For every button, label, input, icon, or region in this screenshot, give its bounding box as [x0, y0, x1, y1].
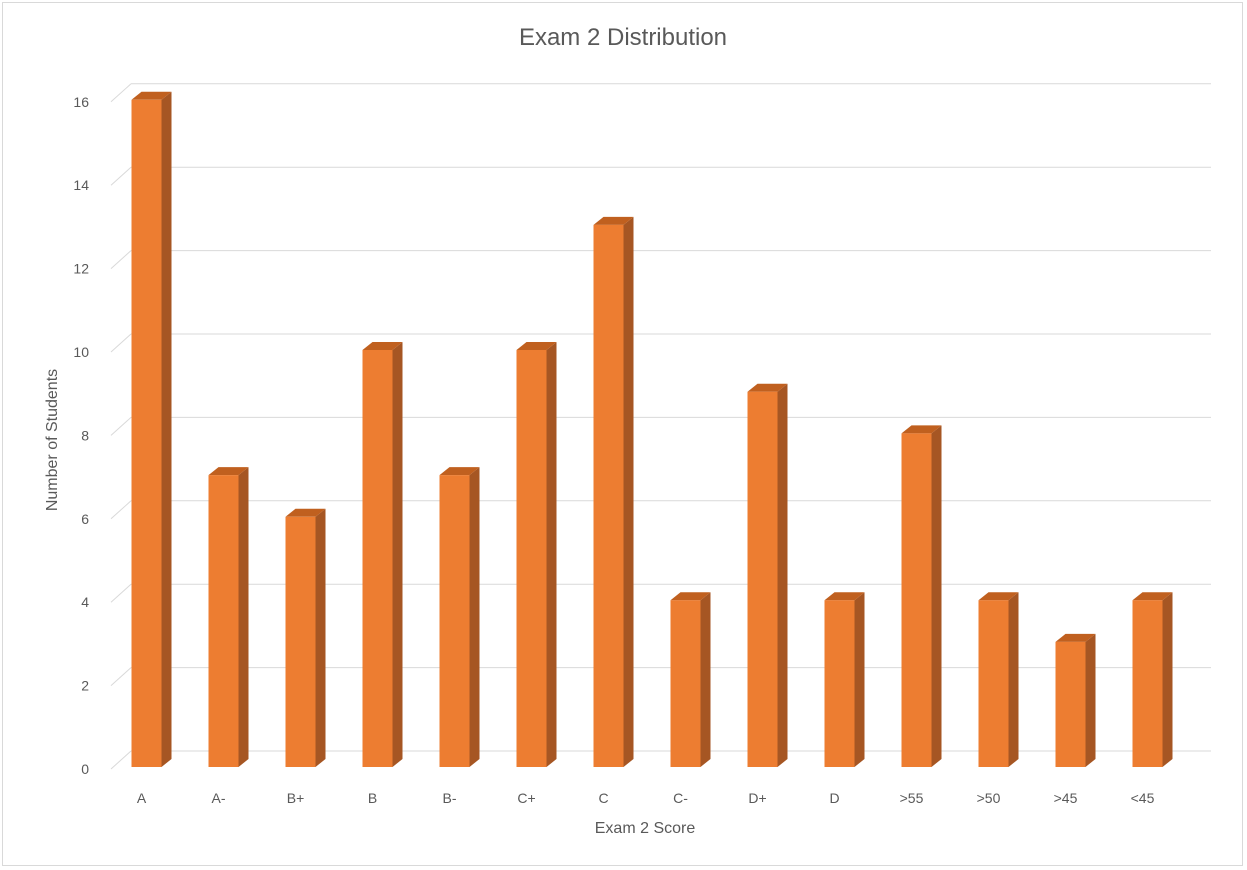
y-tick-label: 4	[81, 594, 89, 610]
bar	[439, 475, 470, 767]
x-tick-label: D+	[748, 790, 766, 806]
bar	[131, 99, 162, 768]
y-tick-label: 2	[81, 678, 89, 694]
bar-side	[854, 592, 865, 767]
bar	[670, 600, 701, 767]
y-tick-label: 10	[73, 344, 89, 360]
x-tick-label: A-	[212, 790, 226, 806]
gridline-connector	[110, 166, 132, 186]
bar-top	[1132, 592, 1173, 601]
y-tick-label: 16	[73, 94, 89, 110]
gridlines	[110, 83, 1211, 770]
bar	[747, 391, 778, 767]
x-tick-label: B+	[287, 790, 305, 806]
bar-top	[901, 425, 942, 434]
y-tick-label: 0	[81, 761, 89, 777]
bar-top	[670, 592, 711, 601]
bar-side	[700, 592, 711, 767]
bar-top	[362, 342, 403, 350]
bar-top	[208, 467, 249, 476]
bar-top	[824, 592, 865, 601]
gridline-connector	[110, 250, 132, 269]
x-tick-label: D	[829, 790, 839, 806]
bar-top	[285, 508, 326, 517]
bar-top	[593, 216, 634, 225]
bar	[516, 350, 547, 767]
bar	[1132, 600, 1163, 767]
bar-top	[978, 592, 1019, 601]
gridline-connector	[110, 83, 132, 103]
bar	[285, 516, 316, 767]
bar	[1055, 641, 1086, 767]
bar	[362, 350, 393, 767]
bar-side	[392, 342, 403, 767]
y-tick-label: 6	[81, 511, 89, 527]
bars	[131, 91, 1173, 768]
bar	[593, 224, 624, 767]
bar-side	[161, 91, 172, 768]
x-tick-label: C-	[673, 790, 688, 806]
bar-chart: Exam 2 Distribution 0 2 4 6 8 10 12 14 16 A A- B+ B…	[44, 24, 1211, 837]
bar-side	[546, 342, 557, 767]
y-axis-title: Number of Students	[44, 369, 61, 511]
bar	[824, 600, 855, 767]
y-tick-label: 14	[73, 177, 89, 193]
bar-side	[469, 467, 480, 767]
x-tick-label: >45	[1054, 790, 1078, 806]
gridline-connector	[110, 333, 132, 353]
gridline-connector	[110, 500, 132, 520]
gridline-connector	[110, 750, 132, 770]
y-tick-label: 12	[73, 261, 89, 277]
x-axis-title: Exam 2 Score	[595, 820, 696, 837]
bar-top	[516, 342, 557, 350]
x-tick-label: C+	[517, 790, 535, 806]
bar-top	[747, 383, 788, 392]
x-tick-label: >50	[977, 790, 1001, 806]
x-tick-label: A	[137, 790, 147, 806]
bar-side	[623, 216, 634, 767]
x-tick-label: C	[598, 790, 608, 806]
bar-side	[931, 425, 942, 767]
bar-side	[315, 508, 326, 767]
y-tick-label: 8	[81, 427, 89, 443]
x-axis-ticks: A A- B+ B B- C+ C C- D+ D >55 >50 >45 <45	[137, 790, 1155, 806]
x-tick-label: >55	[900, 790, 924, 806]
y-axis-ticks: 0 2 4 6 8 10 12 14 16	[73, 94, 89, 777]
gridline-connector	[110, 583, 132, 603]
bar-side	[1085, 633, 1096, 767]
bar-side	[238, 467, 249, 767]
chart-title: Exam 2 Distribution	[519, 24, 727, 51]
bar-side	[1162, 592, 1173, 767]
bar-side	[777, 383, 788, 767]
bar	[901, 433, 932, 767]
x-tick-label: B	[368, 790, 377, 806]
bar	[978, 600, 1009, 767]
gridline-connector	[110, 667, 132, 686]
bar	[208, 475, 239, 767]
bar-top	[439, 467, 480, 476]
bar-top	[1055, 633, 1096, 642]
bar-top	[131, 91, 172, 100]
bar-side	[1008, 592, 1019, 767]
gridline-connector	[110, 417, 132, 436]
x-tick-label: <45	[1131, 790, 1155, 806]
x-tick-label: B-	[443, 790, 457, 806]
